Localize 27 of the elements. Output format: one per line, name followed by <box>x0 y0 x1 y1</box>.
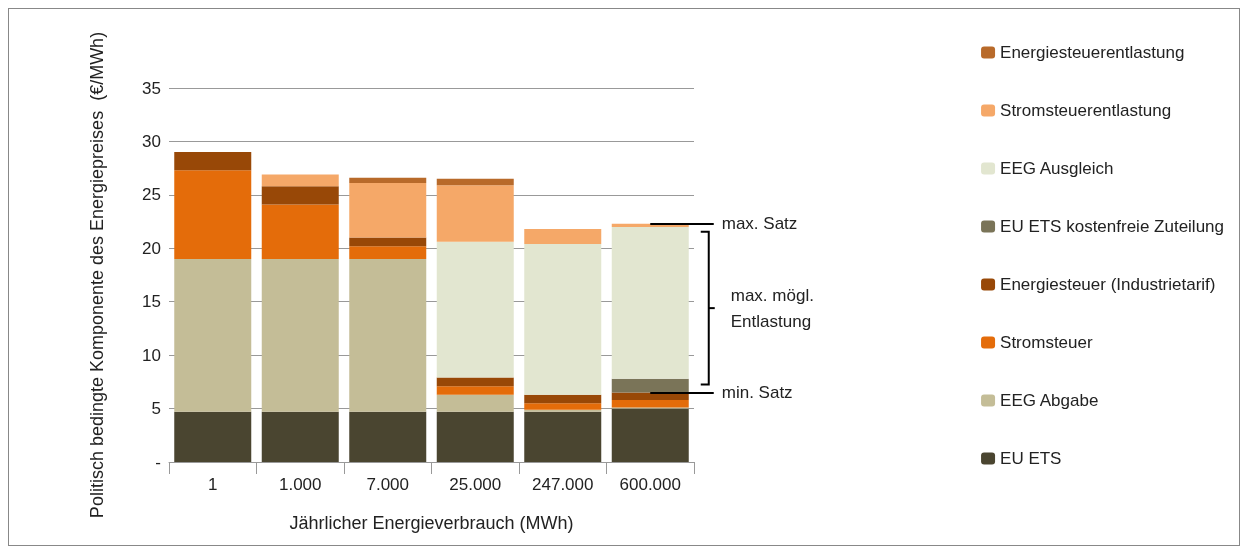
x-tick-label: 25.000 <box>449 475 502 494</box>
text: max. mögl. Entlastung <box>730 285 819 331</box>
legend-label: Stromsteuer <box>1000 333 1093 352</box>
x-tick-label: 600.000 <box>619 475 681 494</box>
annotation: max. Satz <box>721 214 798 234</box>
x-tick-label: 7.000 <box>366 475 410 494</box>
x-tick-label: 247.000 <box>532 475 594 494</box>
y-tick-label: 10 <box>142 345 161 365</box>
x-axis-title: Jährlicher Energieverbrauch (MWh) <box>289 513 574 533</box>
y-tick-label: 25 <box>142 185 161 205</box>
legend-label: Energiesteuerentlastung <box>1000 43 1185 62</box>
legend-label: Energiesteuer (Industrietarif) <box>1000 275 1216 294</box>
x-tick-label: 1 <box>208 475 218 494</box>
x-tick-label: 1.000 <box>278 475 322 494</box>
legend-label: EEG Abgabe <box>1000 391 1099 410</box>
y-tick-label: 35 <box>142 78 161 98</box>
legend-label: EEG Ausgleich <box>1000 159 1114 178</box>
y-axis-title: Politisch bedingte Komponente des Energiepreises (€/MWh) <box>87 31 107 519</box>
y-tick-label: - <box>155 452 161 472</box>
legend-label: Stromsteuerentlastung <box>1000 101 1172 120</box>
legend-label: EU ETS <box>1000 449 1062 468</box>
annotation: min. Satz <box>721 383 793 403</box>
y-tick-label: 30 <box>142 131 161 151</box>
y-tick-label: 15 <box>142 292 161 312</box>
legend-label: EU ETS kostenfreie Zuteilung <box>1000 217 1225 236</box>
y-tick-label: 5 <box>151 399 161 419</box>
y-tick-label: 20 <box>142 238 161 258</box>
